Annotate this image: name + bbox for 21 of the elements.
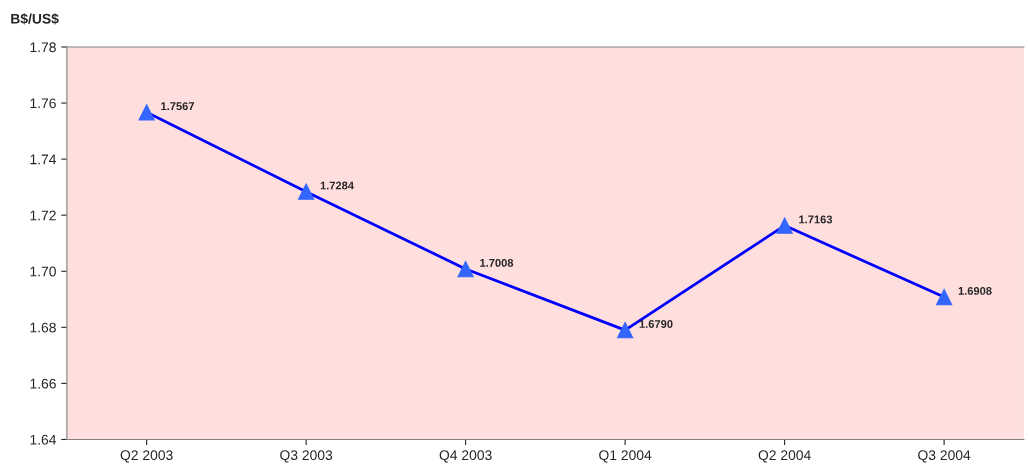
data-label: 1.6908	[958, 286, 992, 295]
y-axis-title: B$/US$	[11, 13, 59, 25]
y-tick-label: 1.72	[30, 210, 56, 221]
y-tick-label: 1.70	[30, 266, 56, 277]
data-label: 1.7567	[161, 102, 195, 111]
data-label: 1.7163	[799, 215, 833, 224]
data-label: 1.7284	[320, 181, 354, 190]
x-tick-label: Q3 2004	[918, 450, 971, 463]
x-tick-label: Q3 2003	[280, 450, 333, 463]
y-tick-label: 1.78	[30, 42, 56, 53]
y-tick-label: 1.64	[30, 434, 57, 445]
y-tick-label: 1.76	[30, 98, 56, 109]
x-tick-label: Q4 2003	[439, 450, 492, 463]
data-label: 1.7008	[480, 258, 514, 267]
x-tick-label: Q2 2004	[758, 450, 811, 463]
y-tick-label: 1.74	[30, 154, 57, 165]
data-label: 1.6790	[639, 320, 673, 328]
x-tick-label: Q1 2004	[599, 450, 652, 463]
y-tick-label: 1.66	[30, 378, 56, 389]
y-tick-label: 1.68	[30, 322, 56, 333]
x-tick-label: Q2 2003	[120, 450, 173, 463]
